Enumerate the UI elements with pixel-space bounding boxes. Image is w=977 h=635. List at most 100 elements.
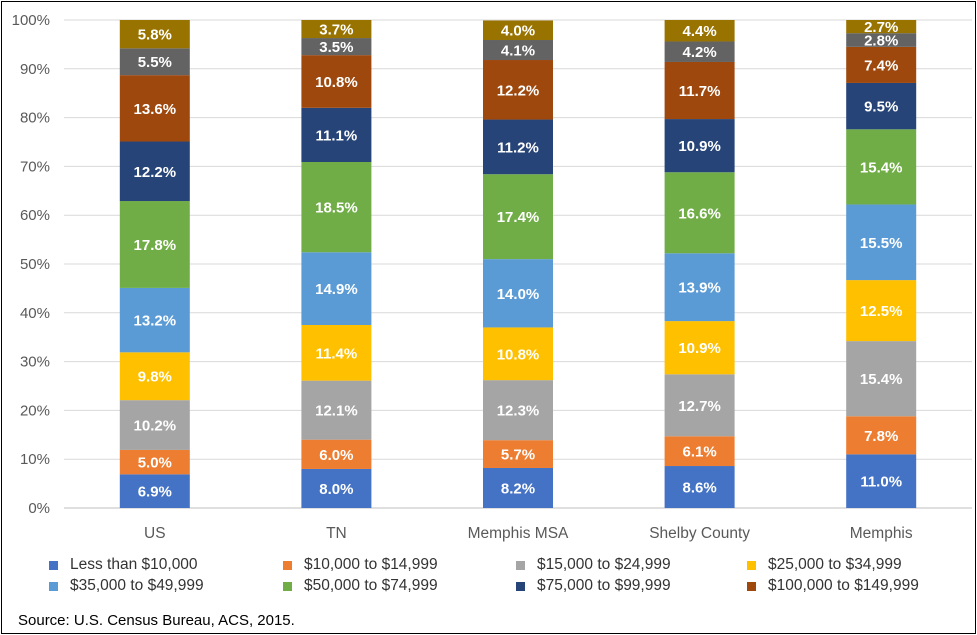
data-label: 3.7% bbox=[319, 22, 353, 39]
data-label: 13.9% bbox=[678, 280, 721, 297]
x-tick-label: Shelby County bbox=[649, 525, 750, 542]
data-label: 8.2% bbox=[501, 480, 535, 497]
bar-segment bbox=[301, 107, 372, 163]
legend-swatch bbox=[516, 560, 525, 570]
legend-item: Less than $10,000 bbox=[49, 555, 198, 575]
data-label: 5.5% bbox=[138, 54, 172, 71]
data-label: 4.1% bbox=[501, 43, 535, 60]
legend-item: $10,000 to $14,999 bbox=[283, 555, 438, 575]
bar-segment bbox=[119, 48, 190, 76]
bar-segment bbox=[664, 119, 735, 173]
bar-segment bbox=[119, 449, 190, 475]
data-label: 11.7% bbox=[679, 83, 721, 100]
bar-segment bbox=[301, 55, 372, 108]
data-label: 9.5% bbox=[864, 99, 898, 116]
data-label: 7.4% bbox=[864, 57, 898, 74]
x-tick-label: Memphis bbox=[850, 525, 913, 542]
data-label: 8.0% bbox=[319, 481, 353, 498]
y-tick-label: 40% bbox=[20, 305, 50, 322]
x-tick-label: US bbox=[144, 525, 166, 542]
y-tick-label: 60% bbox=[20, 207, 50, 224]
bar-segment bbox=[301, 38, 372, 56]
bar-segment bbox=[119, 352, 190, 401]
bar-segment bbox=[664, 61, 735, 120]
data-label: 13.6% bbox=[134, 101, 177, 118]
legend-label: $75,000 to $99,999 bbox=[537, 577, 671, 594]
data-label: 6.0% bbox=[319, 447, 353, 464]
bar-segment bbox=[846, 204, 917, 281]
bar-segment bbox=[301, 468, 372, 508]
bar-segment bbox=[664, 253, 735, 322]
bar-segment bbox=[846, 33, 917, 47]
y-tick-label: 10% bbox=[20, 451, 50, 468]
bar-segment bbox=[846, 46, 917, 83]
y-tick-label: 90% bbox=[20, 61, 50, 78]
bar-segment bbox=[483, 440, 553, 468]
bar-segment bbox=[483, 60, 553, 120]
bar-segment bbox=[664, 374, 735, 437]
bar-segment bbox=[301, 325, 372, 381]
y-tick-label: 80% bbox=[20, 110, 50, 127]
bar-segment bbox=[664, 466, 735, 508]
legend-item: $50,000 to $74,999 bbox=[283, 576, 438, 596]
legend-label: $25,000 to $34,999 bbox=[768, 556, 902, 573]
legend-item: $15,000 to $24,999 bbox=[516, 555, 671, 575]
data-label: 2.7% bbox=[864, 19, 898, 36]
bar-segment bbox=[664, 41, 735, 62]
data-label: 17.8% bbox=[134, 237, 177, 254]
bar-segment bbox=[301, 20, 372, 39]
y-tick-label: 70% bbox=[20, 158, 50, 175]
data-label: 12.5% bbox=[860, 303, 903, 320]
data-label: 10.9% bbox=[678, 340, 721, 357]
data-label: 17.4% bbox=[497, 209, 540, 226]
data-label: 10.8% bbox=[315, 74, 358, 91]
x-tick-label: TN bbox=[326, 525, 347, 542]
bar-segment bbox=[664, 321, 735, 375]
x-tick-label: Memphis MSA bbox=[468, 525, 569, 542]
data-label: 4.0% bbox=[501, 23, 535, 40]
bar-segment bbox=[301, 162, 372, 253]
bar-segment bbox=[664, 436, 735, 467]
data-label: 10.2% bbox=[134, 418, 177, 435]
bar-segment bbox=[846, 82, 917, 130]
bar-segment bbox=[119, 20, 190, 49]
bar-segment bbox=[846, 20, 917, 34]
bar-segment bbox=[119, 75, 190, 142]
data-label: 12.1% bbox=[315, 403, 358, 420]
bar-segment bbox=[846, 280, 917, 342]
bar-segment bbox=[301, 252, 372, 325]
bar-segment bbox=[664, 172, 735, 254]
data-label: 8.6% bbox=[682, 480, 716, 497]
legend-label: $35,000 to $49,999 bbox=[70, 577, 204, 594]
legend-swatch bbox=[49, 560, 58, 570]
data-label: 13.2% bbox=[134, 313, 177, 330]
legend-label: $50,000 to $74,999 bbox=[304, 577, 438, 594]
data-label: 3.5% bbox=[319, 39, 353, 56]
legend-swatch bbox=[747, 560, 756, 570]
bar-segment bbox=[119, 201, 190, 288]
data-label: 10.9% bbox=[678, 138, 721, 155]
data-label: 10.8% bbox=[497, 346, 540, 363]
bar-segment bbox=[846, 341, 917, 417]
data-label: 15.4% bbox=[860, 371, 903, 388]
bar-segment bbox=[301, 439, 372, 469]
bar-segment bbox=[483, 327, 553, 381]
legend-swatch bbox=[747, 581, 756, 591]
legend-item: $75,000 to $99,999 bbox=[516, 576, 671, 596]
bar-segment bbox=[483, 467, 553, 508]
legend-label: Less than $10,000 bbox=[70, 556, 198, 573]
data-label: 6.9% bbox=[138, 484, 172, 501]
data-label: 15.5% bbox=[860, 235, 903, 252]
data-label: 12.7% bbox=[678, 398, 721, 415]
legend-item: $100,000 to $149,999 bbox=[747, 576, 919, 596]
bar-segment bbox=[119, 287, 190, 353]
data-label: 5.8% bbox=[138, 27, 172, 44]
data-label: 11.4% bbox=[316, 345, 358, 362]
data-label: 14.0% bbox=[497, 286, 540, 303]
data-label: 2.8% bbox=[864, 33, 898, 50]
y-tick-label: 100% bbox=[12, 12, 50, 29]
bar-segment bbox=[846, 416, 917, 455]
data-label: 11.0% bbox=[860, 474, 902, 491]
